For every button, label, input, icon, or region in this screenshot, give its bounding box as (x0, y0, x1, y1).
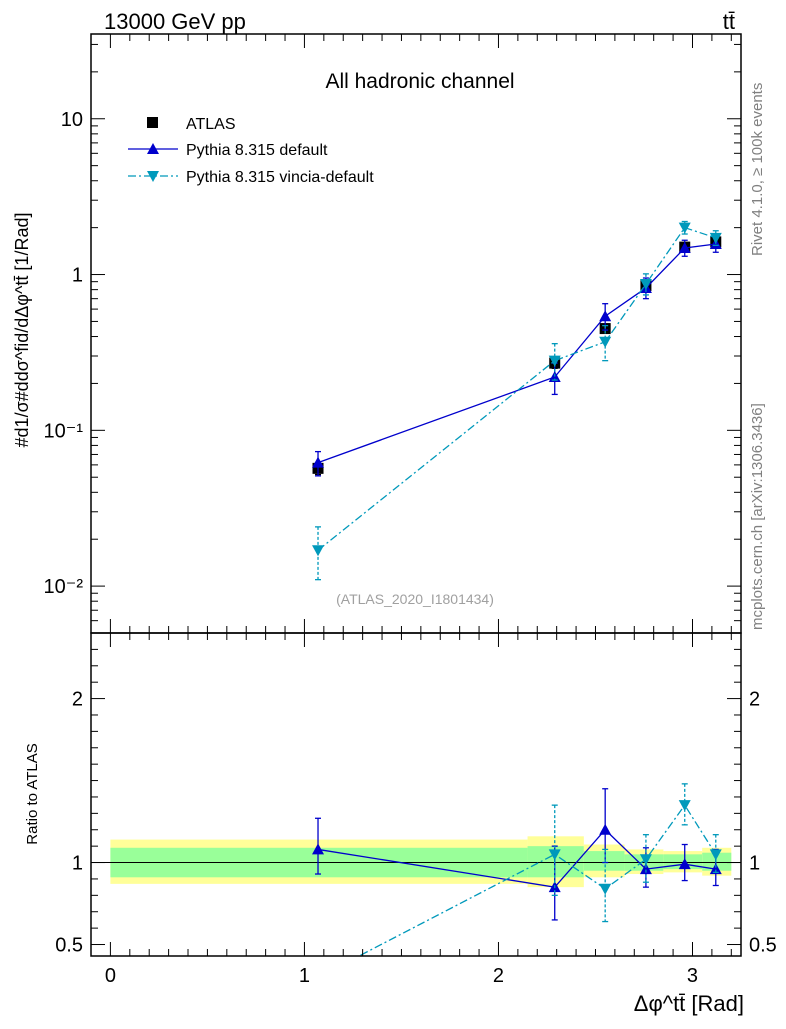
ratio-point-pythia-8-315-vincia-default-4 (678, 800, 691, 812)
ratio-ytick-label-left-2: 2 (72, 689, 83, 711)
point-pythia-8-315-vincia-default-3 (639, 278, 652, 290)
ratio-point-pythia-8-315-default-2 (599, 823, 612, 835)
ratio-panel-frame (90, 632, 742, 957)
x-tick-label-0: 0 (105, 965, 116, 987)
energy-label: 13000 GeV pp (104, 9, 246, 34)
ratio-line-pythia-8-315-vincia-default (357, 803, 717, 956)
legend-marker-pythia-default (147, 143, 159, 154)
ratio-point-pythia-8-315-default-4 (678, 858, 691, 870)
legend-marker-pythia-vincia (147, 171, 159, 182)
ratio-panel-data (312, 783, 722, 956)
x-axis-label: Δφ^tt̄ [Rad] (634, 991, 744, 1016)
process-label: tt̄ (723, 9, 735, 34)
x-tick-label-1: 1 (299, 965, 310, 987)
x-tick-label-2: 2 (493, 965, 504, 987)
ratio-line-pythia-8-315-default (317, 828, 716, 888)
analysis-watermark: (ATLAS_2020_I1801434) (336, 591, 494, 607)
mcplots-label: mcplots.cern.ch [arXiv:1306.3436] (749, 403, 766, 630)
ratio-series-group (312, 783, 722, 956)
legend: ATLAS Pythia 8.315 default Pythia 8.315 … (128, 116, 374, 186)
band-inner-2 (583, 851, 625, 871)
ratio-ytick-label-left-0: 0.5 (55, 935, 83, 957)
series-line-pythia-8-315-default (317, 243, 716, 464)
point-pythia-8-315-vincia-default-0 (312, 545, 325, 557)
main-ytick-label-3: 10 (61, 109, 83, 131)
main-panel-ticks: 10⁻² 10⁻¹ 1 10 (44, 34, 741, 634)
point-pythia-8-315-default-0 (312, 456, 325, 468)
legend-marker-atlas (147, 117, 158, 128)
ratio-ytick-label-left-1: 1 (72, 853, 83, 875)
ratio-ytick-label-right-0: 0.5 (749, 935, 777, 957)
legend-label-pythia-default: Pythia 8.315 default (186, 142, 328, 159)
band-inner-5 (702, 852, 732, 871)
ratio-point-pythia-8-315-default-5 (709, 863, 722, 875)
main-ytick-label-1: 10⁻¹ (44, 420, 84, 442)
ratio-ytick-label-right-2: 2 (749, 689, 760, 711)
main-y-axis-label: #d1/σ#ddσ^fid/dΔφ^tt̄ [1/Rad] (12, 213, 32, 448)
point-pythia-8-315-vincia-default-4 (678, 222, 691, 234)
point-pythia-8-315-default-2 (599, 310, 612, 322)
main-panel-data (312, 220, 722, 581)
point-pythia-8-315-vincia-default-1 (548, 355, 561, 367)
legend-label-atlas: ATLAS (186, 116, 236, 133)
legend-label-pythia-vincia: Pythia 8.315 vincia-default (186, 169, 374, 186)
ratio-point-pythia-8-315-vincia-default-2 (599, 883, 612, 895)
ratio-ytick-label-right-1: 1 (749, 853, 760, 875)
x-tick-label-3: 3 (687, 965, 698, 987)
ratio-panel-ticks: 0.5 0.5 1 1 2 2 0 1 2 3 (55, 633, 777, 987)
chart-title: All hadronic channel (325, 70, 514, 93)
ratio-point-pythia-8-315-default-3 (639, 863, 652, 875)
main-ytick-label-0: 10⁻² (44, 576, 84, 598)
ratio-y-axis-label: Ratio to ATLAS (24, 743, 41, 844)
ratio-point-pythia-8-315-vincia-default-5 (709, 849, 722, 861)
ratio-point-pythia-8-315-vincia-default-3 (639, 854, 652, 866)
ratio-point-pythia-8-315-vincia-default-1 (548, 849, 561, 861)
main-ytick-label-2: 1 (72, 265, 83, 287)
point-pythia-8-315-vincia-default-2 (599, 336, 612, 348)
rivet-version-label: Rivet 4.1.0, ≥ 100k events (749, 83, 766, 256)
point-pythia-8-315-vincia-default-5 (709, 232, 722, 244)
series-line-pythia-8-315-vincia-default (317, 226, 716, 551)
point-pythia-8-315-default-4 (678, 242, 691, 254)
ratio-point-pythia-8-315-default-0 (312, 843, 325, 855)
